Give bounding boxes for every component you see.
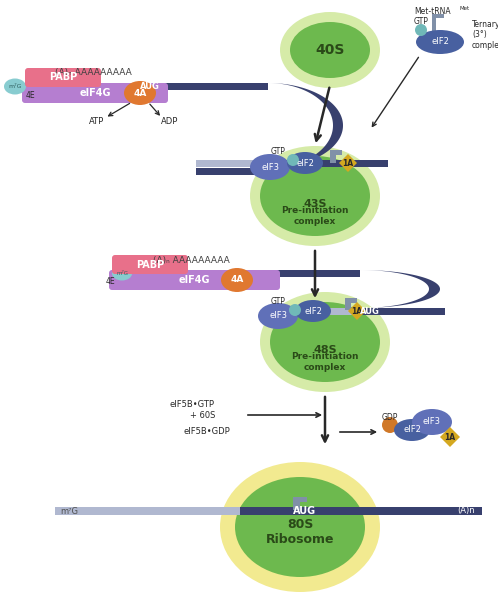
Polygon shape [196, 160, 388, 167]
Text: eIF5B•GDP: eIF5B•GDP [183, 428, 230, 437]
Polygon shape [339, 154, 357, 172]
Ellipse shape [4, 79, 26, 94]
FancyBboxPatch shape [25, 68, 101, 87]
Ellipse shape [235, 477, 365, 577]
Ellipse shape [295, 300, 331, 322]
Ellipse shape [124, 81, 156, 105]
Text: Met: Met [460, 5, 470, 10]
Text: GTP: GTP [270, 147, 285, 157]
FancyBboxPatch shape [22, 83, 168, 103]
Ellipse shape [220, 462, 380, 592]
Ellipse shape [382, 417, 398, 433]
Ellipse shape [270, 302, 380, 382]
FancyBboxPatch shape [112, 255, 188, 274]
Polygon shape [90, 83, 150, 90]
Text: eIF3: eIF3 [269, 311, 287, 320]
Ellipse shape [260, 292, 390, 392]
Text: eIF2: eIF2 [431, 38, 449, 46]
Text: m⁷G: m⁷G [8, 84, 22, 89]
Text: (A)n: (A)n [457, 507, 475, 515]
Text: eIF2: eIF2 [304, 306, 322, 315]
Text: eIF3: eIF3 [261, 163, 279, 172]
Text: eIF2: eIF2 [296, 158, 314, 167]
Polygon shape [55, 507, 480, 515]
Text: AUG: AUG [140, 82, 160, 91]
Polygon shape [440, 427, 460, 447]
Polygon shape [345, 298, 357, 310]
Polygon shape [348, 302, 366, 320]
FancyBboxPatch shape [109, 270, 280, 290]
Text: eIF2: eIF2 [403, 426, 421, 434]
Text: 1A: 1A [343, 158, 354, 167]
Polygon shape [360, 270, 440, 308]
Text: 80S
Ribosome: 80S Ribosome [266, 518, 334, 546]
Polygon shape [293, 497, 307, 510]
Ellipse shape [416, 30, 464, 54]
Ellipse shape [287, 152, 323, 174]
Text: Pre-initiation
complex: Pre-initiation complex [281, 206, 349, 226]
Ellipse shape [250, 154, 290, 180]
Text: eIF4G: eIF4G [179, 275, 210, 285]
Text: GDP: GDP [382, 412, 398, 421]
Ellipse shape [415, 24, 427, 36]
Text: ADP: ADP [161, 116, 179, 125]
Ellipse shape [260, 156, 370, 236]
Text: m⁷G: m⁷G [60, 507, 78, 515]
Polygon shape [240, 507, 482, 515]
Text: AUG: AUG [360, 307, 380, 316]
Text: 40S: 40S [315, 43, 345, 57]
Polygon shape [150, 83, 210, 90]
Polygon shape [278, 308, 445, 315]
Text: 4A: 4A [230, 275, 244, 284]
Text: eIF5B•GTP
+ 60S: eIF5B•GTP + 60S [170, 400, 215, 420]
Polygon shape [268, 83, 343, 168]
Polygon shape [276, 160, 388, 167]
Ellipse shape [412, 409, 452, 435]
Text: ATP: ATP [89, 116, 105, 125]
Polygon shape [196, 168, 268, 175]
Text: GTP: GTP [413, 18, 428, 27]
Text: 43S: 43S [303, 199, 327, 209]
Text: (A)ₙ AAAAAAAAA: (A)ₙ AAAAAAAAA [153, 256, 230, 264]
Ellipse shape [258, 303, 298, 329]
Text: PABP: PABP [136, 259, 164, 270]
Ellipse shape [289, 304, 301, 316]
Text: eIF4G: eIF4G [79, 88, 111, 98]
Text: m⁷G: m⁷G [116, 271, 128, 276]
Polygon shape [330, 150, 342, 163]
Text: (A)ₙ AAAAAAAAA: (A)ₙ AAAAAAAAA [55, 68, 132, 77]
Text: 1A: 1A [444, 432, 456, 442]
Ellipse shape [280, 12, 380, 88]
Text: 1A: 1A [352, 306, 363, 315]
Text: GTP: GTP [270, 298, 285, 306]
Text: 4A: 4A [133, 88, 147, 97]
Polygon shape [358, 308, 445, 315]
Ellipse shape [290, 22, 370, 78]
Text: 4E: 4E [105, 278, 115, 286]
Text: 4E: 4E [25, 91, 35, 99]
Polygon shape [195, 270, 252, 277]
Text: AUG: AUG [293, 506, 317, 516]
Ellipse shape [221, 268, 253, 292]
Text: Ternary
(3°)
complex: Ternary (3°) complex [472, 20, 498, 50]
Polygon shape [252, 270, 310, 277]
Text: Pre-initiation
complex: Pre-initiation complex [291, 352, 359, 371]
Text: 48S: 48S [313, 345, 337, 355]
Text: Met-tRNA: Met-tRNA [415, 7, 451, 16]
Polygon shape [10, 83, 90, 90]
Polygon shape [305, 270, 360, 277]
Polygon shape [278, 308, 360, 315]
Ellipse shape [112, 267, 132, 281]
Polygon shape [118, 270, 195, 277]
Ellipse shape [250, 146, 380, 246]
Ellipse shape [394, 419, 430, 441]
Text: PABP: PABP [49, 72, 77, 82]
Ellipse shape [287, 154, 299, 166]
Text: eIF3: eIF3 [423, 418, 441, 426]
Polygon shape [432, 14, 444, 32]
Polygon shape [205, 83, 268, 90]
